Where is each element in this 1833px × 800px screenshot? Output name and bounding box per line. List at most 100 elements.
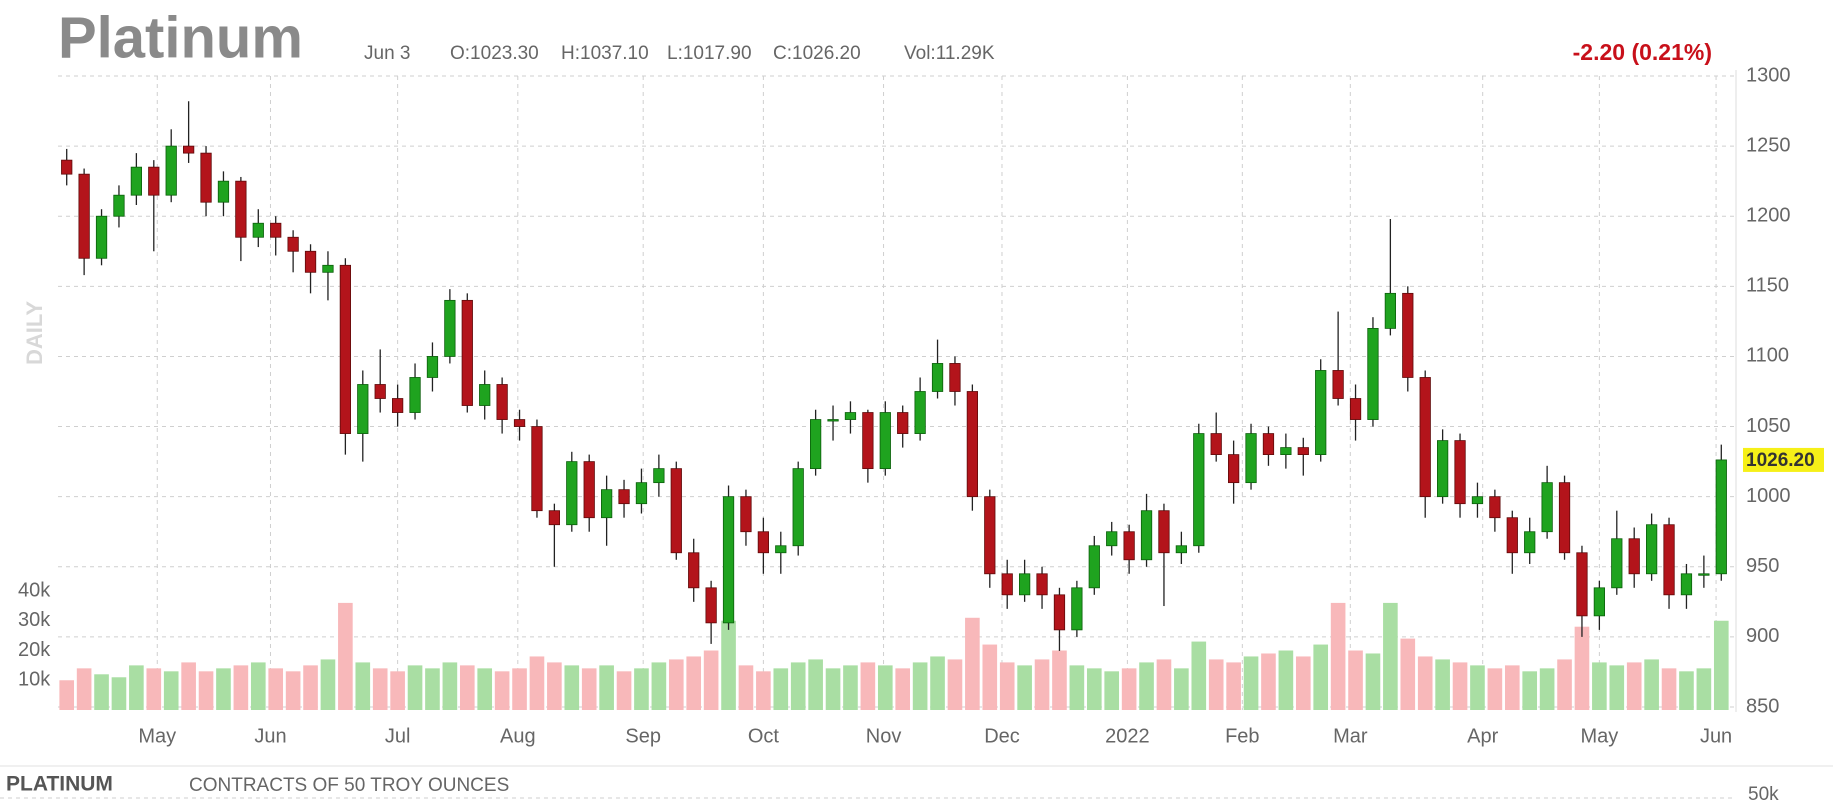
volume-bar	[756, 671, 771, 710]
volume-bar	[1261, 653, 1276, 710]
volume-bar	[790, 662, 806, 710]
x-tick-label: Jul	[385, 725, 411, 747]
volume-bar	[547, 662, 562, 710]
volume-bar	[912, 662, 928, 710]
volume-bar	[825, 668, 841, 710]
candle-body	[810, 419, 822, 470]
volume-bar	[1644, 659, 1659, 710]
candle-body	[496, 384, 508, 420]
y-tick-label: 1200	[1746, 205, 1791, 227]
volume-bar	[843, 665, 858, 710]
volume-bar	[651, 662, 667, 710]
candle-body	[1506, 517, 1518, 554]
period-label: DAILY	[22, 301, 47, 365]
volume-bar	[738, 665, 754, 710]
candle-body	[1437, 440, 1449, 498]
candle-body	[949, 363, 961, 392]
last-price-box	[1743, 447, 1824, 472]
candle-body	[931, 363, 944, 392]
volume-bar	[1191, 641, 1207, 710]
volume-bar	[1417, 656, 1433, 710]
volume-bar	[1522, 671, 1538, 710]
candle-body	[217, 180, 230, 203]
volume-bar	[425, 668, 440, 710]
volume-bar	[268, 668, 284, 710]
volume-bar	[1295, 656, 1311, 710]
volume-bar	[1557, 659, 1572, 710]
candle-body	[1071, 587, 1083, 631]
x-tick-label: Feb	[1225, 725, 1259, 747]
candle-body	[357, 384, 369, 434]
lower-pane-subtitle: CONTRACTS OF 50 TROY OUNCES	[189, 775, 509, 796]
x-tick-label: May	[138, 725, 176, 747]
candle-body	[1384, 292, 1397, 329]
candle-body	[1210, 433, 1222, 456]
candle-body	[583, 461, 595, 519]
candle-body	[1471, 496, 1484, 505]
x-tick-label: Jun	[254, 725, 286, 747]
volume-bar	[1504, 665, 1520, 710]
candle-body	[601, 489, 613, 519]
volume-bar	[616, 671, 632, 710]
volume-bar	[965, 617, 980, 710]
candle-body	[897, 412, 909, 434]
volume-bar	[1052, 650, 1067, 710]
candle-body	[548, 510, 561, 526]
candle-body	[1262, 433, 1275, 456]
volume-bar	[1661, 668, 1677, 710]
volume-bar	[442, 662, 458, 710]
volume-bar	[285, 671, 301, 710]
chart-title: Platinum	[58, 5, 303, 70]
candle-body	[792, 468, 804, 547]
volume-tick-label: 30k	[18, 609, 51, 631]
candle-body	[513, 419, 526, 427]
volume-bar	[1679, 671, 1694, 710]
candle-body	[1419, 377, 1431, 498]
candle-body	[705, 587, 717, 624]
header-date: Jun 3	[364, 43, 410, 64]
volume-bar	[181, 662, 196, 710]
last-price-label: 1026.20	[1746, 450, 1815, 471]
candle-body	[984, 496, 996, 575]
header-high: H:1037.10	[561, 43, 649, 64]
candle-body	[374, 384, 386, 399]
candle-body	[1193, 433, 1205, 547]
volume-bar	[721, 620, 736, 710]
candle-body	[1663, 524, 1675, 596]
volume-bar	[163, 671, 179, 710]
candle-body	[1019, 573, 1031, 596]
volume-bar	[1121, 668, 1137, 710]
candle-body	[1611, 538, 1623, 589]
candle-body	[1088, 545, 1100, 589]
candle-body	[1558, 482, 1571, 554]
volume-bar	[703, 650, 719, 710]
x-tick-label: Mar	[1333, 725, 1368, 747]
lower-pane-tick: 50k	[1748, 784, 1779, 800]
volume-bar	[129, 665, 144, 710]
header-open: O:1023.30	[450, 43, 539, 64]
y-tick-label: 1150	[1746, 275, 1789, 297]
candle-body	[1698, 573, 1710, 576]
volume-bar	[529, 656, 545, 710]
y-tick-label: 1100	[1746, 345, 1789, 367]
volume-bar	[1139, 662, 1154, 710]
y-tick-label: 1300	[1746, 64, 1791, 86]
candle-body	[1628, 538, 1640, 575]
volume-bar	[808, 659, 823, 710]
candle-body	[757, 531, 770, 554]
y-tick-label: 1000	[1746, 485, 1791, 507]
candle-body	[1001, 573, 1013, 596]
volume-bar	[930, 656, 945, 710]
volume-bar	[1365, 653, 1381, 710]
volume-bar	[320, 659, 336, 710]
candle-body	[1593, 587, 1606, 617]
candle-body	[444, 299, 456, 357]
volume-bar	[877, 665, 893, 710]
x-tick-label: Apr	[1467, 725, 1498, 747]
volume-bar	[581, 668, 597, 710]
x-tick-label: Jun	[1700, 725, 1732, 747]
y-tick-label: 850	[1746, 695, 1779, 717]
volume-bar	[634, 668, 649, 710]
candle-body	[1680, 573, 1693, 596]
